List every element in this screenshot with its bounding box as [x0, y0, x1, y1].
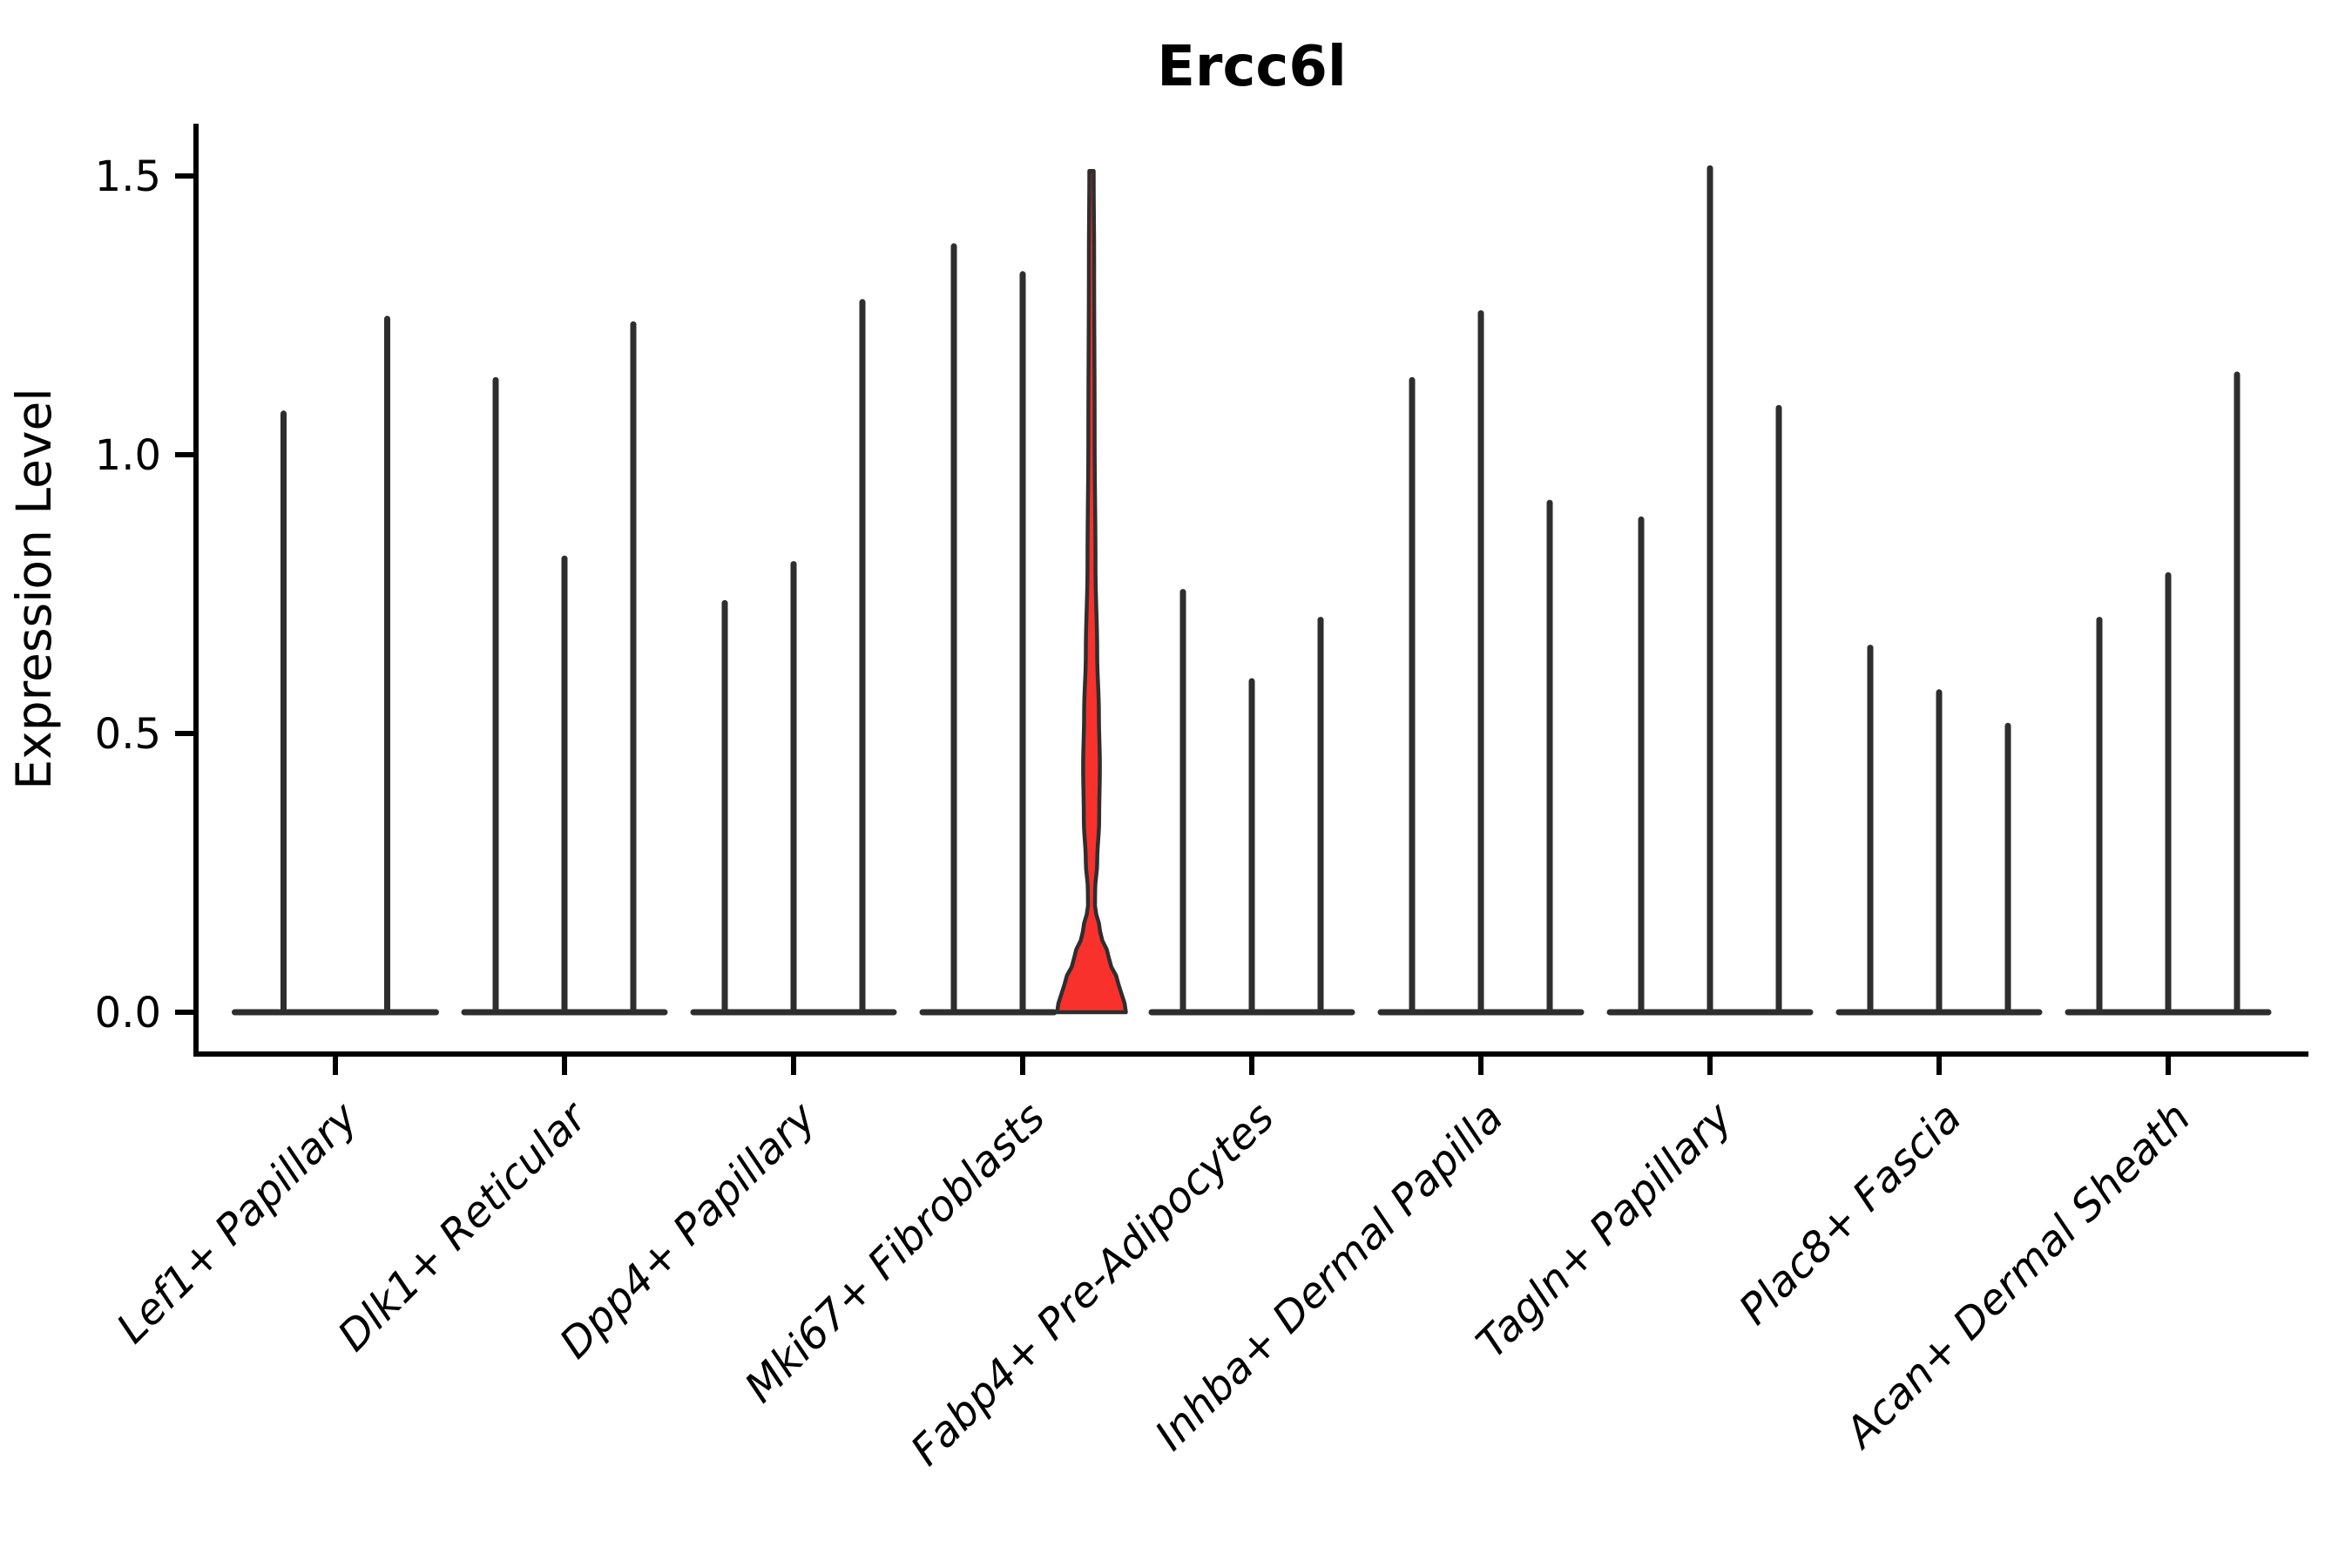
chart-title: Ercc6l [1157, 35, 1347, 99]
violin-highlighted [1055, 168, 1128, 1015]
violin-base [232, 1009, 439, 1016]
x-tick-label: Dlk1+ Reticular [328, 1092, 598, 1362]
x-tick-label: Lef1+ Papillary [107, 1092, 368, 1353]
x-tick-label: Fabp4+ Pre-Adipocytes [902, 1093, 1284, 1476]
violins-layer [232, 165, 2272, 1016]
y-tick-label: 1.0 [95, 431, 161, 480]
y-tick-label: 0.5 [95, 710, 161, 759]
y-tick-label: 0.0 [95, 989, 161, 1037]
x-tick-label: Tagln+ Papillary [1467, 1092, 1742, 1368]
x-tick-label: Plac8+ Fascia [1730, 1093, 1971, 1335]
violin-base [919, 1009, 1058, 1016]
x-tick-label: Dpp4+ Papillary [551, 1092, 826, 1368]
y-tick-label: 1.5 [95, 152, 161, 201]
y-axis-label: Expression Level [6, 388, 62, 789]
